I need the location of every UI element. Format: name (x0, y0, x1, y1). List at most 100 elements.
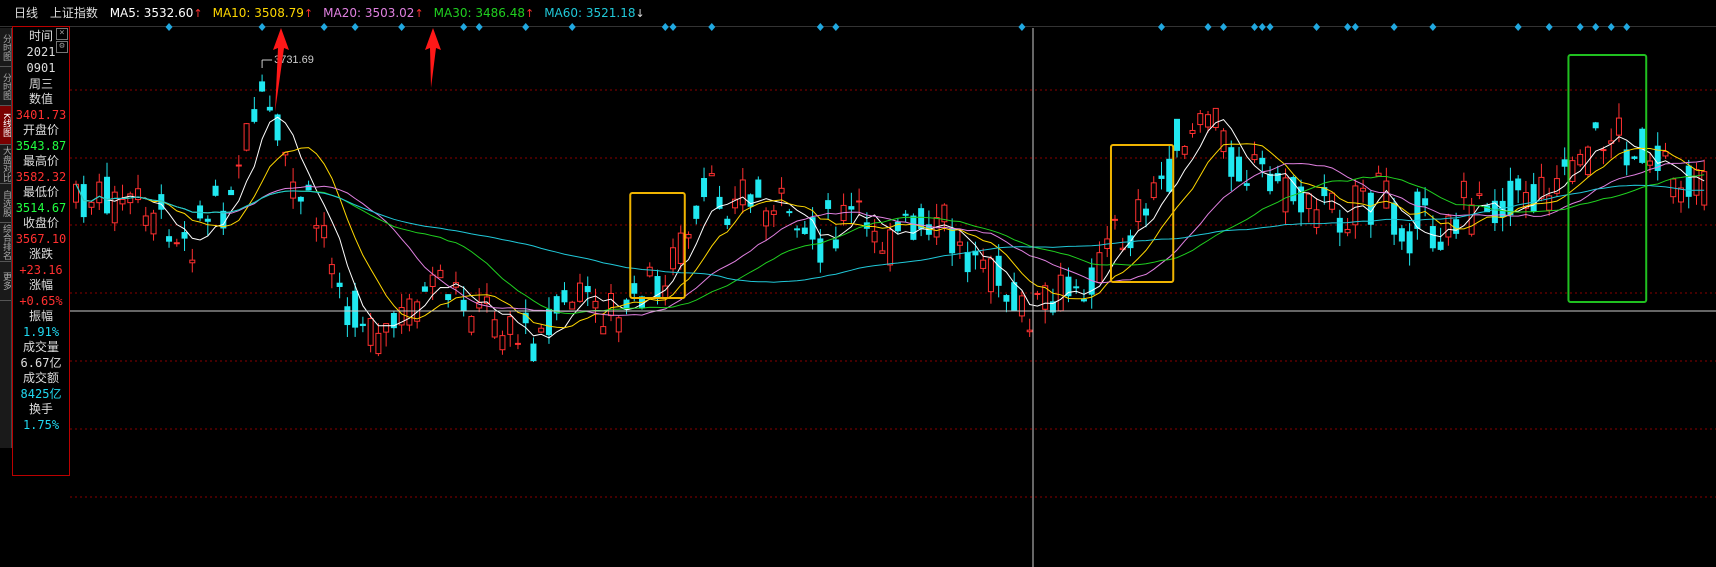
info-value: +0.65% (19, 294, 63, 308)
chart-header: 日线 上证指数 MA5: 3532.60↑ MA10: 3508.79↑ MA20:… (0, 0, 1716, 27)
candle-body (406, 298, 413, 326)
candle-body (1398, 228, 1405, 242)
candle-body (755, 179, 762, 198)
candle-body (274, 114, 281, 141)
ma-legend-item: MA20: 3503.02 (323, 6, 415, 20)
info-label: 最高价 (22, 154, 59, 168)
signal-diamond-icon (1258, 23, 1266, 31)
candle-body (1530, 184, 1537, 212)
candle-body (1049, 301, 1056, 313)
candle-body (693, 205, 700, 219)
candle-body (817, 238, 824, 263)
candle-body (375, 332, 382, 355)
candle-body (88, 201, 95, 208)
candle-body (856, 200, 863, 203)
left-tab[interactable]: 更多 (0, 262, 11, 301)
candle-body (514, 342, 521, 345)
candle-body (483, 296, 490, 304)
candle-body (1111, 218, 1118, 221)
candle-body (437, 269, 444, 279)
info-label: 换手 (28, 402, 53, 416)
candle-body (429, 274, 436, 287)
candle-body (290, 181, 297, 199)
highlight-box (629, 192, 686, 299)
candle-body (1515, 178, 1522, 191)
candle-body (1313, 209, 1320, 228)
candle-body (235, 164, 242, 167)
candle-body (1360, 187, 1367, 192)
candle-body (1538, 176, 1545, 199)
candle-body (825, 200, 832, 209)
candle-body (561, 290, 568, 303)
candle-body (1228, 147, 1235, 177)
candle-body (910, 215, 917, 240)
signal-diamond-icon (1390, 23, 1398, 31)
candle-body (1429, 226, 1436, 249)
signal-diamond-icon (1514, 23, 1522, 31)
candle-body (1181, 146, 1188, 155)
candle-body (1569, 160, 1576, 182)
candle-body (305, 184, 312, 191)
left-tab[interactable]: 综合排名 (0, 224, 11, 262)
candle-body (259, 81, 266, 92)
arrow-up-icon: ↑ (414, 7, 424, 20)
arrow-up-icon: ↑ (193, 7, 203, 20)
signal-diamond-icon (351, 23, 359, 31)
left-tab[interactable]: 分时图 (0, 67, 11, 106)
close-icon[interactable]: × (56, 28, 68, 40)
candle-body (1375, 172, 1382, 177)
candle-body (297, 196, 304, 202)
candle-body (1445, 215, 1452, 238)
candle-body (1336, 217, 1343, 233)
signal-diamond-icon (1344, 23, 1352, 31)
left-tab[interactable]: 大盘对比 (0, 146, 11, 184)
candle-body (848, 206, 855, 210)
highlight-box (1109, 144, 1175, 283)
index-name[interactable]: 上证指数 (49, 6, 98, 20)
candle-body (763, 210, 770, 227)
left-tab[interactable]: K线图 (0, 106, 11, 145)
candle-body (1615, 117, 1622, 136)
ma-line (75, 174, 1705, 315)
info-label: 涨幅 (28, 278, 53, 292)
candle-body (1236, 156, 1243, 182)
left-tab[interactable]: 自选股 (0, 184, 11, 223)
timeframe-label[interactable]: 日线 (14, 6, 39, 20)
signal-diamond-icon (1429, 23, 1437, 31)
signal-diamond-icon (1251, 23, 1259, 31)
candle-body (832, 239, 839, 249)
gear-icon[interactable]: ⚙ (56, 41, 68, 53)
candle-body (1290, 176, 1297, 202)
candle-body (1631, 156, 1638, 159)
candle-body (987, 258, 994, 293)
candle-body (631, 283, 638, 294)
candle-body (1158, 175, 1165, 179)
candle-body (1197, 113, 1204, 126)
red-arrow-icon (425, 28, 441, 88)
left-tab[interactable]: 分时图 (0, 28, 11, 67)
candle-body (1298, 186, 1305, 213)
candle-body (119, 198, 126, 205)
candle-body (670, 247, 677, 270)
candle-body (739, 179, 746, 206)
signal-diamond-icon (1607, 23, 1615, 31)
candle-body (724, 218, 731, 226)
signal-diamond-icon (1313, 23, 1321, 31)
candle-body (1600, 149, 1607, 152)
candle-body (1685, 165, 1692, 197)
arrow-up-icon: ↑ (303, 7, 314, 20)
candle-body (708, 173, 715, 177)
ma-line (75, 184, 1705, 283)
info-value: 3401.73 (15, 108, 67, 122)
info-label: 数值 (28, 92, 53, 106)
signal-diamond-icon (475, 23, 483, 31)
candle-body (1166, 158, 1173, 192)
signal-diamond-icon (1220, 23, 1228, 31)
candle-body (1453, 219, 1460, 234)
signal-diamond-icon (1266, 23, 1274, 31)
candle-body (251, 109, 258, 122)
info-label: 成交量 (22, 340, 59, 354)
signal-diamond-icon (669, 23, 677, 31)
candle-body (615, 317, 622, 333)
